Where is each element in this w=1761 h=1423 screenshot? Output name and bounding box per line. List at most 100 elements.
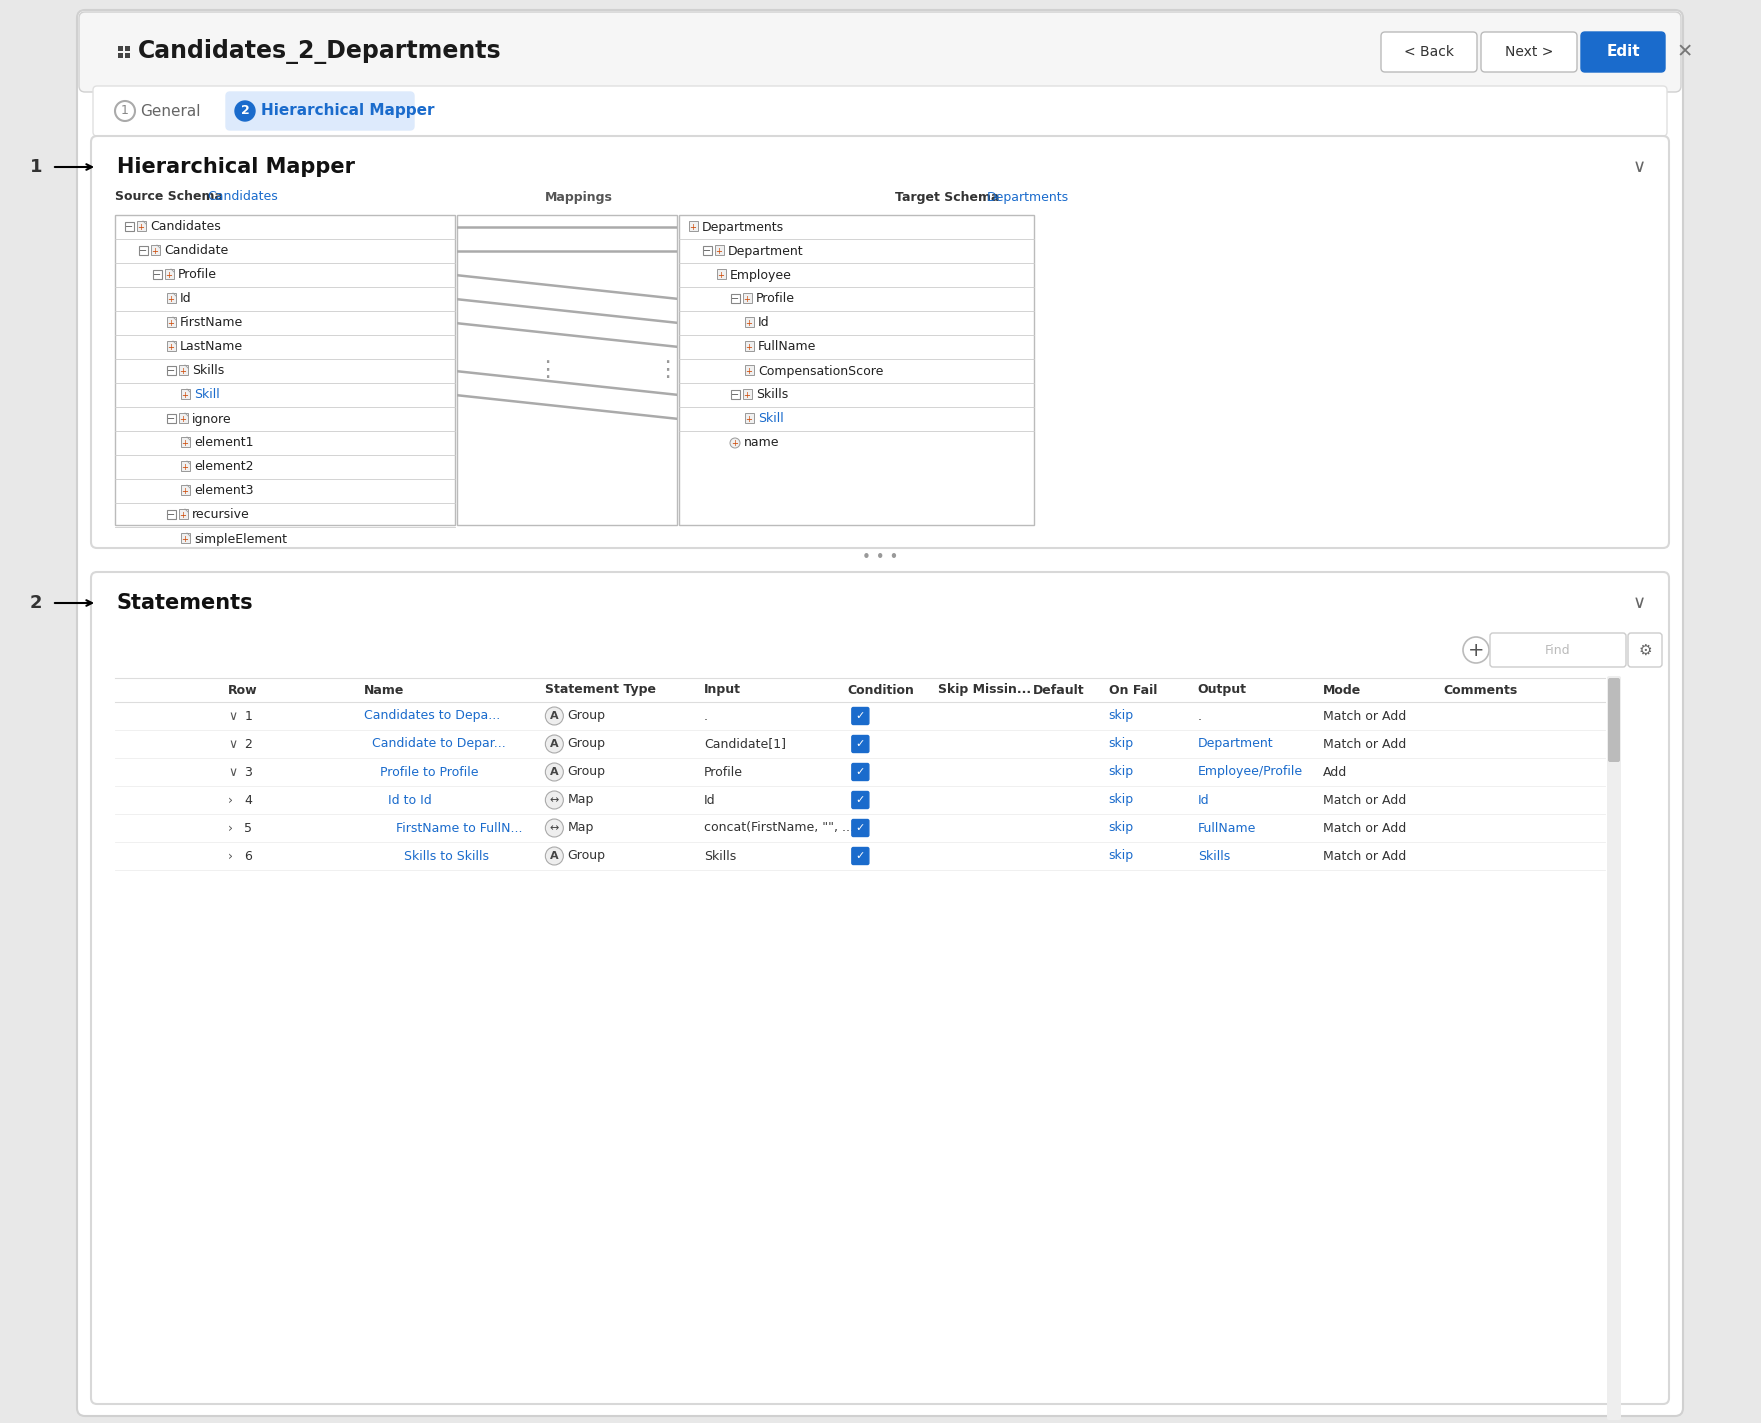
Text: Condition: Condition xyxy=(847,683,914,696)
Text: Id: Id xyxy=(757,316,770,330)
Text: Group: Group xyxy=(567,737,606,750)
FancyBboxPatch shape xyxy=(92,572,1669,1405)
Text: Profile: Profile xyxy=(755,293,794,306)
Text: +: + xyxy=(166,270,173,279)
Text: +: + xyxy=(181,390,188,400)
FancyBboxPatch shape xyxy=(181,485,190,495)
Text: Comments: Comments xyxy=(1444,683,1518,696)
Text: A: A xyxy=(549,712,558,721)
Text: simpleElement: simpleElement xyxy=(194,532,287,545)
Text: skip: skip xyxy=(1109,821,1134,834)
Text: ✓: ✓ xyxy=(856,822,865,832)
Text: Find: Find xyxy=(1544,643,1571,656)
Text: +: + xyxy=(180,367,187,376)
FancyBboxPatch shape xyxy=(717,269,726,279)
FancyBboxPatch shape xyxy=(118,46,123,51)
FancyBboxPatch shape xyxy=(852,848,868,865)
Text: Target Schema: Target Schema xyxy=(895,191,1000,203)
Text: Row: Row xyxy=(229,683,257,696)
Text: 3: 3 xyxy=(245,766,252,778)
FancyBboxPatch shape xyxy=(166,269,174,279)
Text: ↔: ↔ xyxy=(549,795,558,805)
Text: .: . xyxy=(704,710,708,723)
Text: ignore: ignore xyxy=(192,413,232,425)
Text: element3: element3 xyxy=(194,484,254,498)
Text: concat(FirstName, "", ...: concat(FirstName, "", ... xyxy=(704,821,854,834)
Text: ∨: ∨ xyxy=(1632,158,1645,176)
FancyBboxPatch shape xyxy=(118,53,123,58)
FancyBboxPatch shape xyxy=(125,222,134,231)
Text: Map: Map xyxy=(567,794,593,807)
Circle shape xyxy=(234,101,255,121)
FancyBboxPatch shape xyxy=(125,53,130,58)
FancyBboxPatch shape xyxy=(1481,31,1578,73)
Text: +: + xyxy=(743,390,750,400)
Text: +: + xyxy=(167,319,174,327)
Text: Candidates: Candidates xyxy=(208,191,278,203)
Circle shape xyxy=(546,763,564,781)
FancyBboxPatch shape xyxy=(114,215,454,525)
FancyBboxPatch shape xyxy=(1490,633,1625,667)
FancyBboxPatch shape xyxy=(743,293,752,303)
Text: Skip Missin...: Skip Missin... xyxy=(939,683,1032,696)
Text: name: name xyxy=(743,437,780,450)
FancyBboxPatch shape xyxy=(180,509,188,519)
Text: Department: Department xyxy=(1197,737,1273,750)
Text: +: + xyxy=(745,414,752,424)
Text: skip: skip xyxy=(1109,850,1134,862)
FancyBboxPatch shape xyxy=(167,366,176,376)
FancyBboxPatch shape xyxy=(852,820,868,837)
FancyBboxPatch shape xyxy=(745,413,754,423)
FancyBboxPatch shape xyxy=(1627,633,1662,667)
Text: 2: 2 xyxy=(241,104,250,118)
Text: Statements: Statements xyxy=(116,593,254,613)
FancyBboxPatch shape xyxy=(731,295,740,303)
Text: Hierarchical Mapper: Hierarchical Mapper xyxy=(261,104,435,118)
Text: +: + xyxy=(181,438,188,447)
Text: ✕: ✕ xyxy=(1676,43,1692,61)
FancyBboxPatch shape xyxy=(715,245,724,255)
FancyBboxPatch shape xyxy=(167,509,176,519)
Text: 5: 5 xyxy=(245,821,252,834)
Text: ⋮: ⋮ xyxy=(655,360,678,380)
Text: LastName: LastName xyxy=(180,340,243,353)
Text: element1: element1 xyxy=(194,437,254,450)
FancyBboxPatch shape xyxy=(225,92,414,129)
FancyBboxPatch shape xyxy=(703,246,711,255)
FancyBboxPatch shape xyxy=(1608,676,1620,1420)
FancyBboxPatch shape xyxy=(167,342,176,351)
Text: Group: Group xyxy=(567,710,606,723)
Text: Default: Default xyxy=(1034,683,1085,696)
Circle shape xyxy=(546,736,564,753)
Text: +: + xyxy=(745,319,752,327)
Text: ∨: ∨ xyxy=(229,710,238,723)
Text: Mappings: Mappings xyxy=(544,191,613,203)
Text: −: − xyxy=(167,366,176,376)
Text: A: A xyxy=(549,739,558,748)
Text: CompensationScore: CompensationScore xyxy=(757,364,884,377)
Text: +: + xyxy=(167,295,174,303)
Text: < Back: < Back xyxy=(1404,46,1455,58)
Text: Match or Add: Match or Add xyxy=(1323,710,1407,723)
FancyBboxPatch shape xyxy=(79,11,1682,92)
FancyBboxPatch shape xyxy=(731,390,740,398)
FancyBboxPatch shape xyxy=(852,764,868,780)
Text: Candidate to Depar...: Candidate to Depar... xyxy=(372,737,505,750)
Text: +: + xyxy=(745,343,752,351)
Text: Match or Add: Match or Add xyxy=(1323,794,1407,807)
Text: ✓: ✓ xyxy=(856,767,865,777)
Text: Skills to Skills: Skills to Skills xyxy=(405,850,490,862)
Text: skip: skip xyxy=(1109,710,1134,723)
FancyBboxPatch shape xyxy=(167,293,176,303)
FancyBboxPatch shape xyxy=(151,245,160,255)
Text: ›: › xyxy=(229,850,232,862)
FancyBboxPatch shape xyxy=(680,215,1034,525)
Text: Skills: Skills xyxy=(1197,850,1229,862)
FancyBboxPatch shape xyxy=(852,707,868,724)
Text: ↔: ↔ xyxy=(549,822,558,832)
Circle shape xyxy=(546,707,564,724)
Text: +: + xyxy=(715,246,722,256)
FancyBboxPatch shape xyxy=(181,534,190,544)
Text: +: + xyxy=(180,511,187,519)
FancyBboxPatch shape xyxy=(180,366,188,376)
